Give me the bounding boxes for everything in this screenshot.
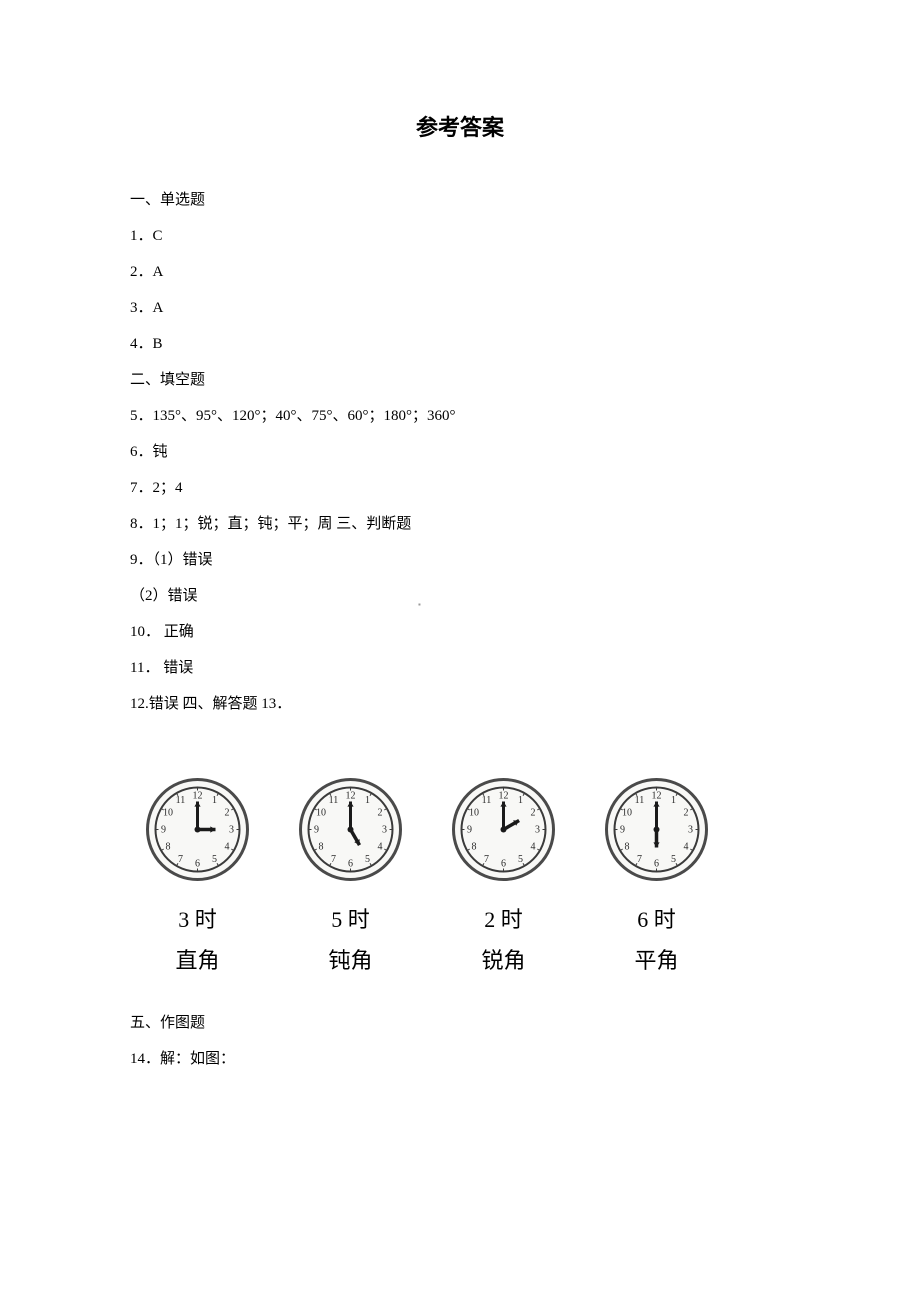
svg-text:10: 10 <box>622 808 632 819</box>
clock-angle-type: 钝角 <box>328 943 372 975</box>
svg-text:6: 6 <box>501 859 506 870</box>
svg-text:6: 6 <box>348 859 353 870</box>
svg-text:10: 10 <box>163 808 173 819</box>
svg-text:1: 1 <box>518 795 523 806</box>
svg-text:7: 7 <box>637 854 642 865</box>
clock-angle-type: 平角 <box>634 943 678 975</box>
answer-9a: 9．（1）错误 <box>130 542 790 578</box>
svg-text:4: 4 <box>530 842 535 853</box>
svg-text:8: 8 <box>319 842 324 853</box>
clock-item: 123456789101112 3 时直角 <box>145 777 250 975</box>
svg-text:2: 2 <box>530 808 535 819</box>
svg-text:5: 5 <box>518 854 523 865</box>
svg-text:7: 7 <box>178 854 183 865</box>
clock-time-label: 6 时 <box>637 902 676 937</box>
clock-face-icon: 123456789101112 <box>451 777 556 882</box>
svg-text:7: 7 <box>484 854 489 865</box>
clock-angle-type: 锐角 <box>481 943 525 975</box>
svg-text:3: 3 <box>229 825 234 836</box>
svg-text:9: 9 <box>161 825 166 836</box>
svg-text:9: 9 <box>467 825 472 836</box>
svg-text:3: 3 <box>382 825 387 836</box>
svg-text:2: 2 <box>377 808 382 819</box>
page-title: 参考答案 <box>130 110 790 142</box>
clocks-figure: 123456789101112 3 时直角 123456789101112 5 … <box>130 777 790 975</box>
clock-face-icon: 123456789101112 <box>298 777 403 882</box>
svg-text:4: 4 <box>224 842 229 853</box>
svg-text:11: 11 <box>482 795 492 806</box>
svg-text:4: 4 <box>377 842 382 853</box>
clock-item: 123456789101112 2 时锐角 <box>451 777 556 975</box>
answer-1: 1．C <box>130 218 790 254</box>
svg-text:6: 6 <box>654 859 659 870</box>
svg-text:10: 10 <box>316 808 326 819</box>
answer-11: 11． 错误 <box>130 650 790 686</box>
answer-2: 2．A <box>130 254 790 290</box>
svg-text:7: 7 <box>331 854 336 865</box>
svg-text:1: 1 <box>671 795 676 806</box>
svg-text:12: 12 <box>652 791 662 802</box>
svg-text:2: 2 <box>224 808 229 819</box>
svg-text:8: 8 <box>472 842 477 853</box>
clock-time-label: 2 时 <box>484 902 523 937</box>
clock-face-icon: 123456789101112 <box>604 777 709 882</box>
answer-3: 3．A <box>130 290 790 326</box>
clock-time-label: 3 时 <box>178 902 217 937</box>
svg-text:1: 1 <box>212 795 217 806</box>
answer-14: 14．解：如图： <box>130 1041 790 1077</box>
answer-8: 8．1；1；锐；直；钝；平；周 三、判断题 <box>130 506 790 542</box>
answer-9b: （2）错误 <box>130 578 790 614</box>
answer-10: 10． 正确 <box>130 614 790 650</box>
svg-text:9: 9 <box>314 825 319 836</box>
svg-text:3: 3 <box>535 825 540 836</box>
svg-text:1: 1 <box>365 795 370 806</box>
page-marker-icon: ▪ <box>418 600 424 606</box>
svg-text:4: 4 <box>683 842 688 853</box>
clock-time-label: 5 时 <box>331 902 370 937</box>
svg-text:2: 2 <box>683 808 688 819</box>
section-1-heading: 一、单选题 <box>130 182 790 218</box>
svg-text:9: 9 <box>620 825 625 836</box>
svg-text:5: 5 <box>671 854 676 865</box>
svg-text:8: 8 <box>166 842 171 853</box>
answer-6: 6．钝 <box>130 434 790 470</box>
answer-5: 5．135°、95°、120°；40°、75°、60°；180°；360° <box>130 398 790 434</box>
clock-item: 123456789101112 5 时钝角 <box>298 777 403 975</box>
svg-text:8: 8 <box>625 842 630 853</box>
svg-text:5: 5 <box>365 854 370 865</box>
svg-text:11: 11 <box>176 795 186 806</box>
svg-text:12: 12 <box>499 791 509 802</box>
svg-text:12: 12 <box>346 791 356 802</box>
answer-12: 12.错误 四、解答题 13． <box>130 686 790 722</box>
svg-text:12: 12 <box>193 791 203 802</box>
svg-text:3: 3 <box>688 825 693 836</box>
clock-item: 123456789101112 6 时平角 <box>604 777 709 975</box>
svg-text:5: 5 <box>212 854 217 865</box>
section-5-heading: 五、作图题 <box>130 1005 790 1041</box>
svg-text:11: 11 <box>329 795 339 806</box>
answer-7: 7．2；4 <box>130 470 790 506</box>
answer-4: 4．B <box>130 326 790 362</box>
clock-angle-type: 直角 <box>175 943 219 975</box>
section-2-heading: 二、填空题 <box>130 362 790 398</box>
svg-text:10: 10 <box>469 808 479 819</box>
svg-text:6: 6 <box>195 859 200 870</box>
clock-face-icon: 123456789101112 <box>145 777 250 882</box>
svg-text:11: 11 <box>635 795 645 806</box>
